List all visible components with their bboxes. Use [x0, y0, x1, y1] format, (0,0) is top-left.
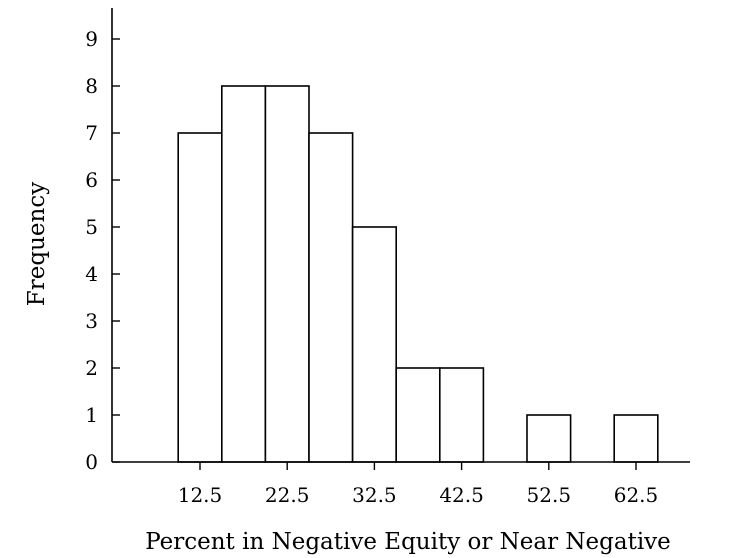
bars-group [177, 85, 659, 463]
bar-17-5 [221, 85, 267, 463]
x-axis-title: Percent in Negative Equity or Near Negat… [145, 529, 671, 555]
x-tick-label-42-5: 42.5 [439, 483, 484, 507]
y-axis-title: Frequency [24, 182, 50, 306]
bar-22-5 [264, 85, 310, 463]
bar-42-5 [438, 367, 485, 463]
bar-52-5 [526, 414, 572, 463]
y-tick-label-6: 6 [85, 168, 98, 192]
bar-27-5 [308, 132, 354, 463]
x-tick-label-32-5: 32.5 [352, 483, 397, 507]
y-tick-label-5: 5 [85, 215, 98, 239]
y-tick-label-1: 1 [85, 403, 98, 427]
x-tick-label-62-5: 62.5 [614, 483, 659, 507]
x-tick-label-22-5: 22.5 [265, 483, 310, 507]
y-tick-label-0: 0 [85, 450, 98, 474]
x-tick-label-12-5: 12.5 [178, 483, 223, 507]
x-tick-label-52-5: 52.5 [527, 483, 572, 507]
bar-62-5 [613, 414, 659, 463]
y-tick-label-9: 9 [85, 27, 98, 51]
bar-32-5 [351, 226, 398, 463]
y-tick-label-8: 8 [85, 74, 98, 98]
y-tick-label-2: 2 [85, 356, 98, 380]
y-tick-label-4: 4 [85, 262, 98, 286]
bar-37-5 [395, 367, 441, 463]
x-ticks-group: 12.5 22.5 32.5 42.5 52.5 62.5 [178, 462, 659, 507]
y-tick-label-7: 7 [85, 121, 98, 145]
y-tick-label-3: 3 [85, 309, 98, 333]
y-ticks-group: 0 1 2 3 4 5 6 7 8 9 [85, 27, 120, 474]
bar-12-5 [177, 132, 223, 463]
